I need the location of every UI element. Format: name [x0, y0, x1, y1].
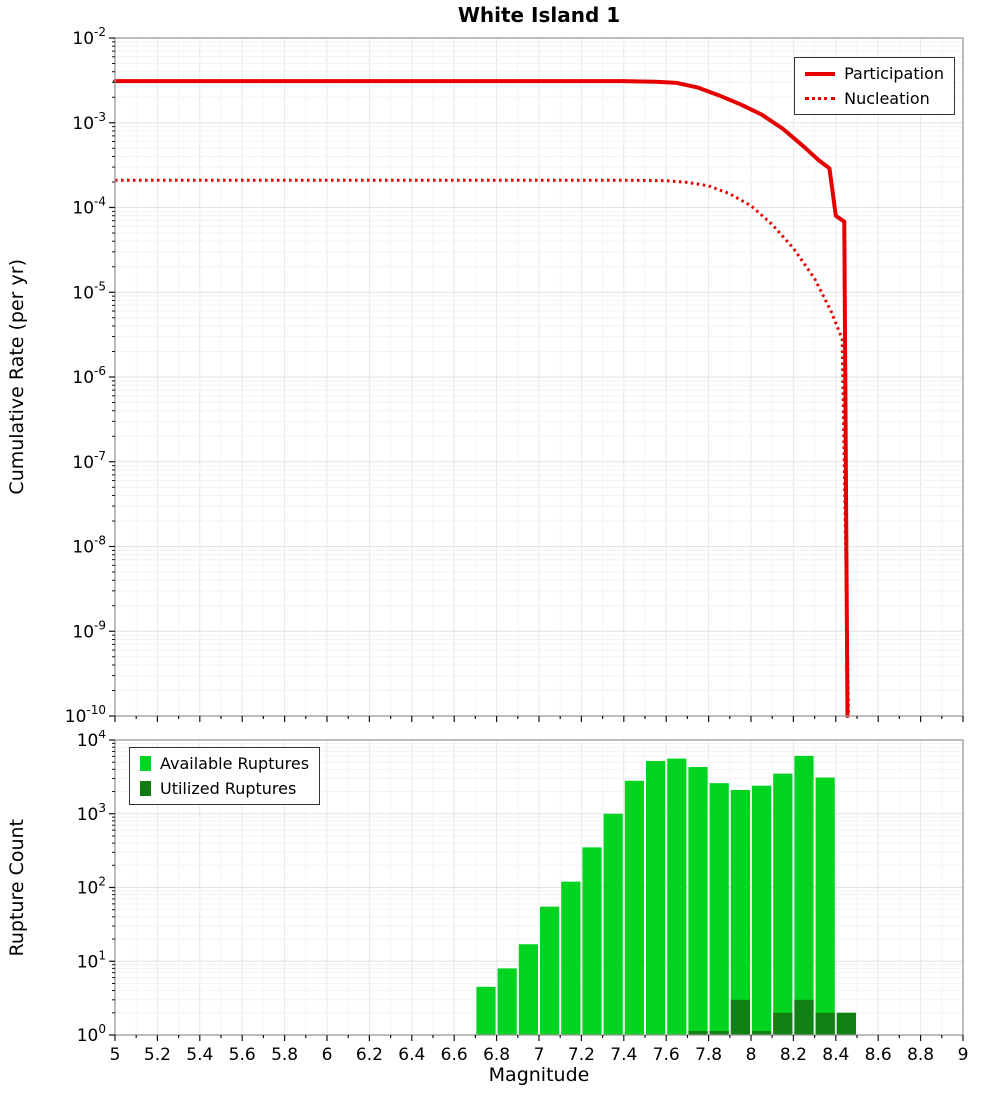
svg-text:5.6: 5.6	[229, 1045, 256, 1065]
svg-text:5.2: 5.2	[144, 1045, 171, 1065]
svg-text:101: 101	[77, 948, 106, 972]
svg-text:7: 7	[534, 1045, 545, 1065]
svg-text:10-5: 10-5	[72, 279, 106, 303]
svg-text:5.8: 5.8	[271, 1045, 298, 1065]
top-legend: Participation Nucleation	[794, 57, 955, 115]
svg-text:10-4: 10-4	[72, 195, 106, 219]
svg-text:103: 103	[77, 801, 106, 825]
svg-text:6.8: 6.8	[483, 1045, 510, 1065]
legend-entry-nucleation: Nucleation	[805, 89, 944, 108]
svg-text:7.6: 7.6	[653, 1045, 680, 1065]
participation-line-sample	[805, 71, 836, 76]
svg-text:7.4: 7.4	[610, 1045, 637, 1065]
svg-text:8: 8	[746, 1045, 757, 1065]
svg-text:10-8: 10-8	[72, 534, 106, 558]
svg-text:8.6: 8.6	[865, 1045, 892, 1065]
legend-entry-participation: Participation	[805, 64, 944, 83]
svg-text:6.2: 6.2	[356, 1045, 383, 1065]
svg-text:10-7: 10-7	[72, 449, 106, 473]
participation-nucleation-plot: 10-10 10-9 10-8 10-7 10-6 10-5 10-4 10-3 10-2	[65, 25, 964, 727]
svg-text:10-9: 10-9	[72, 618, 106, 642]
svg-text:7.2: 7.2	[568, 1045, 595, 1065]
utilized-ruptures-legend-label: Utilized Ruptures	[160, 779, 297, 798]
available-ruptures-legend-label: Available Ruptures	[160, 754, 310, 773]
svg-text:10-3: 10-3	[72, 110, 106, 134]
svg-text:8.8: 8.8	[907, 1045, 934, 1065]
svg-text:10-2: 10-2	[72, 25, 106, 49]
svg-text:5: 5	[110, 1045, 121, 1065]
nucleation-line-sample	[805, 97, 836, 100]
svg-text:7.8: 7.8	[695, 1045, 722, 1065]
svg-text:9: 9	[958, 1045, 969, 1065]
svg-text:8.4: 8.4	[822, 1045, 849, 1065]
svg-text:104: 104	[77, 730, 106, 751]
svg-text:6.6: 6.6	[441, 1045, 468, 1065]
legend-entry-available: Available Ruptures	[140, 754, 309, 773]
participation-legend-label: Participation	[844, 64, 944, 83]
svg-text:6: 6	[322, 1045, 333, 1065]
svg-text:10-6: 10-6	[72, 364, 106, 388]
available-ruptures-swatch	[140, 756, 151, 771]
svg-text:6.4: 6.4	[398, 1045, 425, 1065]
nucleation-legend-label: Nucleation	[844, 89, 930, 108]
svg-text:102: 102	[77, 875, 106, 899]
utilized-ruptures-swatch	[140, 781, 151, 796]
chart-title: White Island 1	[457, 3, 621, 27]
bottom-legend: Available Ruptures Utilized Ruptures	[129, 747, 321, 805]
svg-text:5.4: 5.4	[186, 1045, 213, 1065]
x-axis-label: Magnitude	[488, 1064, 590, 1086]
legend-entry-utilized: Utilized Ruptures	[140, 779, 309, 798]
svg-text:10-10: 10-10	[65, 703, 106, 727]
svg-text:8.2: 8.2	[780, 1045, 807, 1065]
svg-text:100: 100	[77, 1022, 106, 1046]
